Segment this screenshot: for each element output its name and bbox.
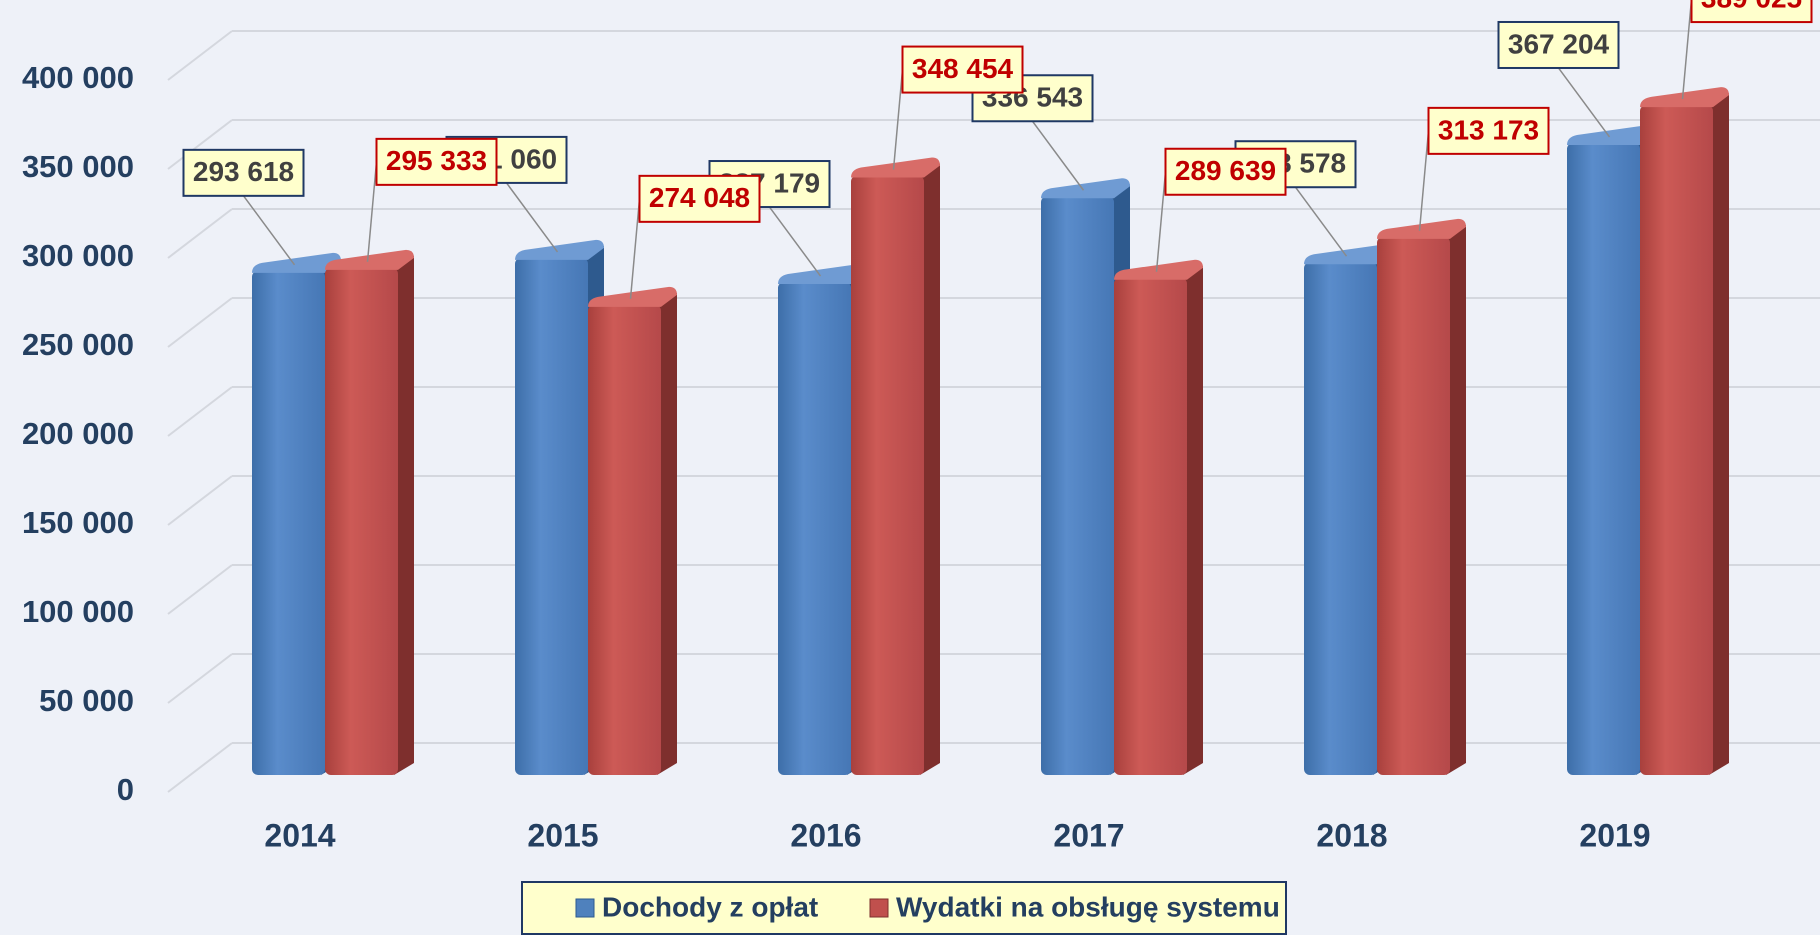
leader-line (505, 182, 559, 253)
leader-line (242, 195, 296, 266)
bar (1304, 262, 1377, 776)
data-label: 274 048 (649, 182, 750, 213)
x-tick-label: 2016 (790, 817, 861, 853)
leader-line (1681, 0, 1693, 100)
y-tick-label: 250 000 (22, 327, 134, 362)
bar-top (1114, 259, 1203, 280)
data-label-box (375, 137, 498, 186)
bar-top (1304, 244, 1393, 265)
leader-line (629, 198, 641, 299)
bar (1041, 196, 1114, 775)
bar-side (1446, 224, 1466, 775)
y-tick-label: 150 000 (22, 505, 134, 540)
bar-side (1709, 93, 1729, 775)
x-tick-label: 2015 (527, 817, 598, 853)
bar-top (1041, 178, 1130, 199)
grid-depth-line (167, 208, 233, 259)
leader-line (892, 69, 904, 170)
bar-top (515, 239, 604, 260)
y-tick-label: 200 000 (22, 416, 134, 451)
bar-top (1567, 124, 1656, 145)
data-label-box (1427, 106, 1550, 155)
x-tick-label: 2017 (1053, 817, 1124, 853)
bar (851, 175, 924, 776)
data-label-box (182, 148, 305, 197)
bar-top (1640, 87, 1729, 108)
x-tick-label: 2018 (1316, 817, 1387, 853)
data-label: 289 639 (1175, 155, 1276, 186)
bar (252, 270, 325, 775)
legend-box (521, 881, 1287, 935)
bar-top (851, 157, 940, 178)
data-label-box (1497, 20, 1620, 69)
bar (1640, 105, 1713, 775)
legend-label: Wydatki na obsługę systemu (896, 891, 1280, 922)
grid-depth-line (167, 742, 233, 793)
bar (1114, 277, 1187, 775)
grid-depth-line (167, 475, 233, 526)
grid-depth-line (167, 653, 233, 704)
leader-line (1294, 186, 1348, 257)
leader-line (1155, 171, 1167, 272)
bar-side (920, 163, 940, 776)
bar (515, 257, 588, 775)
y-tick-label: 100 000 (22, 594, 134, 629)
legend-label: Dochody z opłat (602, 891, 818, 922)
leader-line (1418, 130, 1430, 231)
data-label-box (1164, 147, 1287, 196)
data-label: 348 454 (912, 53, 1014, 84)
bar-top (778, 264, 867, 285)
grid-depth-line (167, 564, 233, 615)
y-tick-label: 50 000 (39, 683, 134, 718)
y-tick-label: 350 000 (22, 149, 134, 184)
bar (1377, 236, 1450, 775)
data-label-box (638, 174, 761, 223)
y-tick-label: 0 (117, 772, 134, 807)
bar (588, 304, 661, 775)
leader-line (1557, 67, 1611, 138)
data-label: 367 204 (1508, 28, 1610, 59)
data-label: 313 173 (1438, 114, 1539, 145)
bar-top (325, 249, 414, 270)
bar-top (252, 252, 341, 273)
bar-top (588, 286, 677, 307)
bar-side (657, 292, 677, 775)
x-tick-label: 2014 (264, 817, 335, 853)
data-label: 293 618 (193, 156, 294, 187)
grid-depth-line (167, 297, 233, 348)
x-tick-label: 2019 (1579, 817, 1650, 853)
data-label-box (901, 45, 1024, 94)
data-label-box (971, 74, 1094, 123)
bar-top (1377, 218, 1466, 239)
grid-depth-line (167, 119, 233, 170)
leader-line (1031, 120, 1085, 191)
bar (1567, 142, 1640, 776)
data-label-box (1690, 0, 1813, 24)
leader-line (366, 161, 378, 262)
bar-side (1183, 265, 1203, 775)
bar (325, 267, 398, 775)
legend-swatch (869, 898, 889, 918)
y-tick-label: 400 000 (22, 60, 134, 95)
grid-depth-line (167, 30, 233, 81)
bar (778, 282, 851, 775)
y-tick-label: 300 000 (22, 238, 134, 273)
data-label: 295 333 (386, 145, 487, 176)
legend: Dochody z opłat Wydatki na obsługę system… (521, 881, 1287, 935)
bar-side (394, 255, 414, 776)
grid-depth-line (167, 386, 233, 437)
data-label: 389 025 (1701, 0, 1802, 13)
leader-line (768, 206, 822, 277)
legend-swatch (575, 898, 595, 918)
